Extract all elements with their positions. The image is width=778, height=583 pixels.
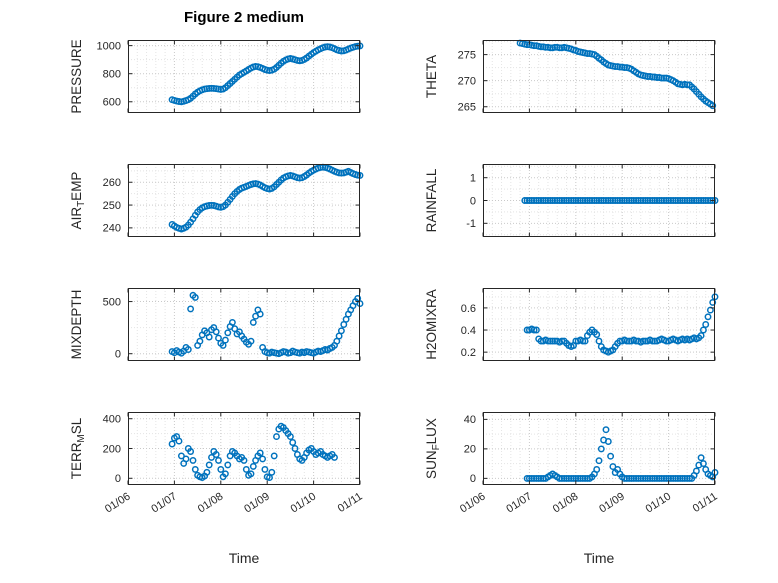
svg-text:265: 265 — [458, 102, 476, 114]
svg-text:01/09: 01/09 — [242, 490, 272, 515]
svg-text:275: 275 — [458, 49, 476, 61]
svg-text:1: 1 — [470, 173, 476, 185]
svg-text:MIXDEPTH: MIXDEPTH — [69, 290, 84, 360]
svg-text:20: 20 — [464, 444, 476, 456]
x-axis-label-left: Time — [228, 550, 260, 566]
svg-text:01/10: 01/10 — [289, 490, 319, 515]
svg-text:0: 0 — [115, 473, 121, 485]
subplot-mixdepth: 0 500 MIXDEPTH — [69, 288, 364, 361]
svg-text:0.2: 0.2 — [461, 347, 476, 359]
svg-text:400: 400 — [103, 414, 121, 426]
svg-text:250: 250 — [103, 200, 121, 212]
svg-text:01/10: 01/10 — [644, 490, 674, 515]
figure-title: Figure 2 medium — [183, 9, 305, 26]
subplot-pressure: 600 800 1000 PRESSURE — [69, 39, 364, 114]
svg-text:500: 500 — [103, 296, 121, 308]
svg-text:SUNFLUX: SUNFLUX — [424, 418, 442, 479]
svg-text:1000: 1000 — [97, 40, 121, 52]
svg-text:AIRTEMP: AIRTEMP — [69, 172, 87, 230]
svg-text:01/11: 01/11 — [336, 490, 365, 515]
svg-text:01/07: 01/07 — [504, 490, 534, 515]
svg-text:0: 0 — [470, 473, 476, 485]
svg-text:0: 0 — [115, 349, 121, 361]
svg-text:40: 40 — [464, 414, 476, 426]
svg-text:PRESSURE: PRESSURE — [69, 39, 84, 113]
subplot-theta: 265 270 275 THETA — [424, 39, 717, 114]
svg-text:800: 800 — [103, 69, 121, 81]
svg-text:-1: -1 — [466, 218, 476, 230]
svg-text:TERRMSL: TERRMSL — [69, 417, 87, 479]
svg-text:01/08: 01/08 — [196, 490, 226, 515]
subplot-airtemp: 240 250 260 AIRTEMP — [69, 163, 364, 237]
subplot-sunflux: 0 20 40 01/06 01/07 01/08 01/09 01/10 01/11 SUNFL… — [424, 412, 720, 516]
svg-text:0.6: 0.6 — [461, 303, 476, 315]
svg-text:0.4: 0.4 — [461, 325, 476, 337]
svg-text:01/08: 01/08 — [551, 490, 581, 515]
svg-text:0: 0 — [470, 195, 476, 207]
svg-text:H2OMIXRA: H2OMIXRA — [424, 289, 439, 360]
svg-text:200: 200 — [103, 443, 121, 455]
x-axis-label-right: Time — [583, 550, 615, 566]
svg-text:270: 270 — [458, 76, 476, 88]
svg-text:RAINFALL: RAINFALL — [424, 168, 439, 232]
svg-text:01/06: 01/06 — [103, 490, 133, 515]
svg-text:THETA: THETA — [424, 55, 439, 98]
svg-text:01/09: 01/09 — [597, 490, 627, 515]
svg-text:260: 260 — [103, 177, 121, 189]
svg-text:01/06: 01/06 — [458, 490, 488, 515]
subplot-rainfall: -1 0 1 RAINFALL — [424, 164, 719, 237]
subplot-h2omixra: 0.2 0.4 0.6 H2OMIXRA — [424, 288, 719, 361]
subplot-terrmsl: 0 200 400 01/06 01/07 01/08 01/09 01/10 01/11 TER… — [69, 412, 365, 516]
svg-text:600: 600 — [103, 97, 121, 109]
svg-text:01/11: 01/11 — [691, 490, 720, 515]
svg-text:240: 240 — [103, 223, 121, 235]
svg-text:01/07: 01/07 — [149, 490, 179, 515]
